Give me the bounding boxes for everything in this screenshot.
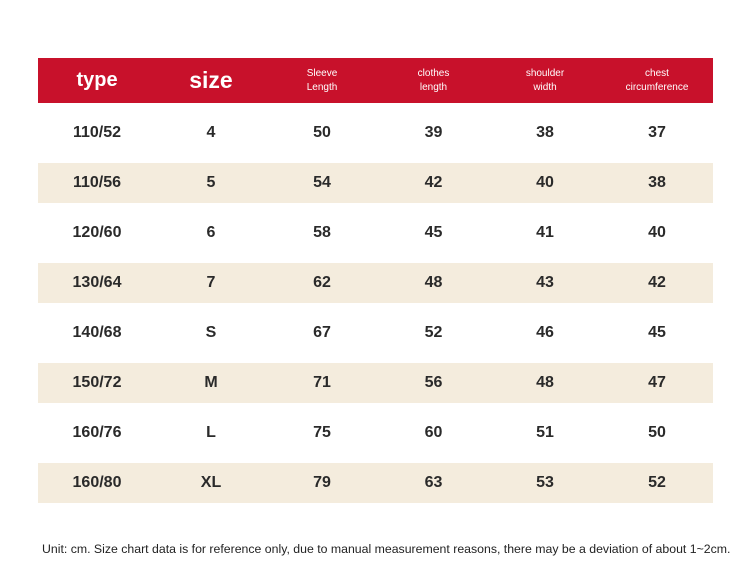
table-cell: 45 <box>648 324 666 341</box>
table-cell: 39 <box>424 124 443 141</box>
table-cell: 71 <box>313 374 331 391</box>
table-cell: XL <box>200 474 222 491</box>
table-cell: 47 <box>648 374 666 391</box>
size-chart-table: type size Sleeve Length clothes length s… <box>38 58 713 503</box>
table-cell: 120/60 <box>72 224 122 241</box>
header-sleeve-line2: Length <box>306 81 338 93</box>
table-cell: 160/80 <box>72 474 122 491</box>
header-type: type <box>38 67 156 94</box>
table-cell: 58 <box>313 224 331 241</box>
table-cell: 75 <box>313 424 331 441</box>
header-size-label: size <box>189 66 233 93</box>
table-cell: 79 <box>313 474 331 491</box>
table-cell: 130/64 <box>72 274 122 291</box>
table-cell: 6 <box>206 224 216 241</box>
table-row: 150/72 M 71 56 48 47 <box>38 363 713 403</box>
table-cell: 38 <box>648 174 666 191</box>
header-chest-circumference: chest circumference <box>601 67 713 94</box>
table-cell: 37 <box>648 124 666 141</box>
header-clothes-line2: length <box>419 81 448 93</box>
table-cell: 48 <box>536 374 554 391</box>
table-cell: 53 <box>536 474 554 491</box>
table-cell: 45 <box>424 224 443 241</box>
header-sleeve-length: Sleeve Length <box>266 67 378 94</box>
table-row: 130/64 7 62 48 43 42 <box>38 263 713 303</box>
table-cell: 150/72 <box>72 374 122 391</box>
table-cell: L <box>206 424 216 441</box>
table-cell: 50 <box>313 124 331 141</box>
table-cell: 62 <box>313 274 331 291</box>
header-type-label: type <box>76 69 118 91</box>
table-cell: 38 <box>536 124 554 141</box>
table-cell: 52 <box>648 474 666 491</box>
table-cell: 40 <box>536 174 554 191</box>
table-cell: 160/76 <box>72 424 122 441</box>
table-body: 110/52 4 50 39 38 37 110/56 5 54 42 40 38 120/60 6 58 4… <box>38 113 713 503</box>
header-clothes-length: clothes length <box>378 67 489 94</box>
header-sleeve-line1: Sleeve <box>306 68 338 79</box>
header-shoulder-width: shoulder width <box>489 67 601 94</box>
table-cell: 56 <box>424 374 443 391</box>
table-cell: 110/56 <box>72 174 122 191</box>
table-row: 110/56 5 54 42 40 38 <box>38 163 713 203</box>
table-cell: 54 <box>313 174 331 191</box>
table-cell: M <box>204 374 218 391</box>
table-cell: 50 <box>648 424 666 441</box>
header-chest-line2: circumference <box>625 81 689 93</box>
table-header: type size Sleeve Length clothes length s… <box>38 58 713 103</box>
table-cell: 42 <box>648 274 666 291</box>
footnote: Unit: cm. Size chart data is for referen… <box>42 542 731 556</box>
table-cell: 4 <box>206 124 216 141</box>
table-cell: 110/52 <box>72 124 122 141</box>
table-cell: 63 <box>424 474 443 491</box>
table-row: 160/80 XL 79 63 53 52 <box>38 463 713 503</box>
table-cell: 40 <box>648 224 666 241</box>
table-cell: 140/68 <box>72 324 122 341</box>
header-size: size <box>156 65 266 96</box>
header-clothes-line1: clothes <box>417 68 450 79</box>
table-cell: 67 <box>313 324 331 341</box>
table-cell: 51 <box>536 424 554 441</box>
table-cell: 46 <box>536 324 554 341</box>
table-row: 120/60 6 58 45 41 40 <box>38 213 713 253</box>
table-cell: S <box>205 324 217 341</box>
table-cell: 41 <box>536 224 554 241</box>
table-row: 110/52 4 50 39 38 37 <box>38 113 713 153</box>
table-cell: 7 <box>206 274 216 291</box>
table-cell: 43 <box>536 274 554 291</box>
table-cell: 5 <box>206 174 216 191</box>
table-row: 160/76 L 75 60 51 50 <box>38 413 713 453</box>
table-cell: 52 <box>424 324 443 341</box>
header-shoulder-line2: width <box>533 81 557 93</box>
table-cell: 42 <box>424 174 443 191</box>
header-shoulder-line1: shoulder <box>525 68 565 79</box>
header-chest-line1: chest <box>645 68 669 79</box>
table-cell: 60 <box>424 424 443 441</box>
table-cell: 48 <box>424 274 443 291</box>
table-row: 140/68 S 67 52 46 45 <box>38 313 713 353</box>
